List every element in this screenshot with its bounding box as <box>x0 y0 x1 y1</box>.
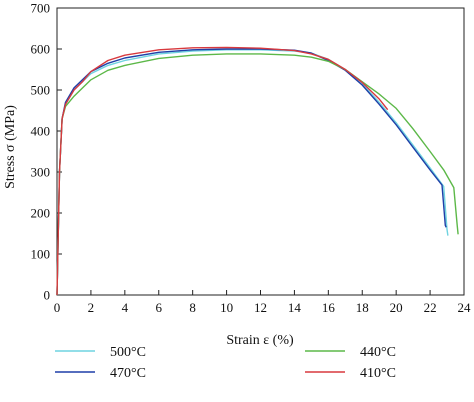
x-tick-label: 12 <box>254 300 267 315</box>
series-lines <box>56 46 459 296</box>
y-tick-label: 200 <box>31 206 51 221</box>
x-tick-label: 24 <box>458 300 472 315</box>
x-tick-label: 0 <box>54 300 61 315</box>
legend: 500°C 470°C 440°C 410°C <box>55 345 396 381</box>
x-tick-label: 10 <box>220 300 233 315</box>
legend-label: 500°C <box>110 345 146 360</box>
y-tick-label: 100 <box>31 247 51 262</box>
y-tick-label: 700 <box>31 1 51 16</box>
x-tick-label: 22 <box>424 300 437 315</box>
y-tick-label: 300 <box>31 165 51 180</box>
y-tick-label: 0 <box>44 288 51 303</box>
x-tick-label: 16 <box>322 300 336 315</box>
x-tick-label: 14 <box>288 300 302 315</box>
legend-label: 470°C <box>110 366 146 381</box>
series-line <box>56 53 459 296</box>
y-axis-ticks: 0 100 200 300 400 500 600 700 <box>31 1 62 303</box>
x-tick-label: 2 <box>88 300 95 315</box>
x-tick-label: 6 <box>156 300 163 315</box>
plot-frame <box>56 7 465 296</box>
y-tick-label: 400 <box>31 124 51 139</box>
y-axis-title: Stress σ (MPa) <box>3 105 18 189</box>
x-tick-label: 18 <box>356 300 369 315</box>
y-tick-label: 500 <box>31 83 51 98</box>
x-axis-title: Strain ε (%) <box>226 333 294 348</box>
series-line <box>56 49 449 296</box>
x-tick-label: 8 <box>189 300 196 315</box>
x-tick-label: 4 <box>122 300 129 315</box>
series-line <box>56 46 389 296</box>
x-axis-ticks: 0 2 4 6 8 10 12 14 16 18 20 22 24 <box>54 290 471 315</box>
x-tick-label: 20 <box>390 300 403 315</box>
y-tick-label: 600 <box>31 42 51 57</box>
series-line <box>56 48 447 296</box>
axes <box>56 7 465 296</box>
legend-label: 440°C <box>360 345 396 360</box>
legend-label: 410°C <box>360 366 396 381</box>
